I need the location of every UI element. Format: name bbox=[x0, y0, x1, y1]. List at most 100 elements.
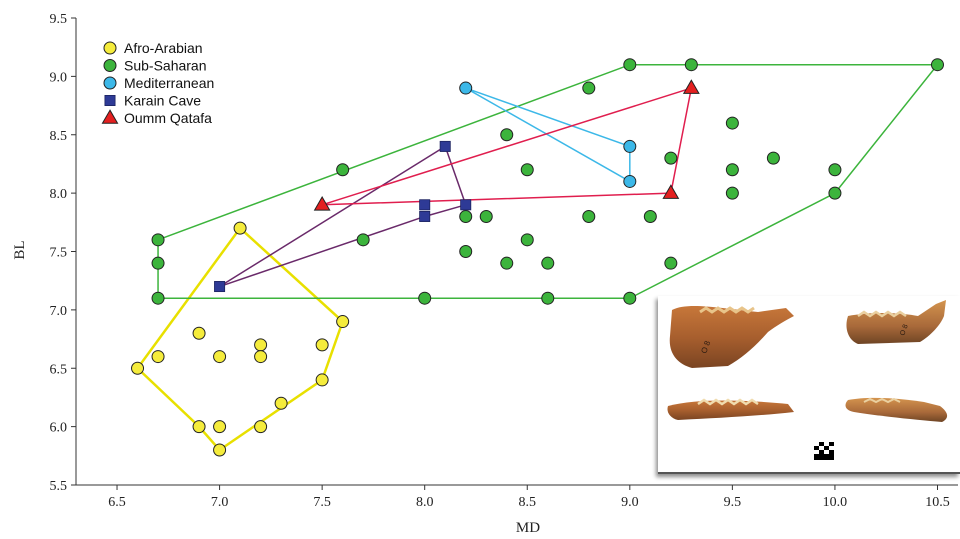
sub-saharan-point bbox=[664, 151, 678, 165]
sub-saharan-point bbox=[151, 291, 165, 305]
afro-arabian-point bbox=[254, 338, 268, 352]
x-tick-label: 10.5 bbox=[925, 495, 950, 510]
sub-saharan-point bbox=[725, 163, 739, 177]
sub-saharan-point bbox=[500, 256, 514, 270]
legend-marker-afro-arabian bbox=[103, 41, 117, 55]
sub-saharan-point bbox=[418, 291, 432, 305]
sub-saharan-point bbox=[725, 186, 739, 200]
mediterranean-point bbox=[623, 174, 637, 188]
afro-arabian-point bbox=[254, 420, 268, 434]
afro-arabian-point bbox=[315, 373, 329, 387]
jaw-specimen-occlusal-left bbox=[667, 398, 794, 420]
legend-label-afro-arabian: Afro-Arabian bbox=[124, 40, 203, 56]
scale-bar-icon bbox=[814, 442, 834, 460]
afro-arabian-point bbox=[233, 221, 247, 235]
sub-saharan-point bbox=[828, 163, 842, 177]
y-tick-label: 9.5 bbox=[50, 12, 68, 27]
x-tick-label: 8.0 bbox=[416, 495, 434, 510]
karain-cave-point bbox=[419, 210, 431, 222]
afro-arabian-point bbox=[151, 350, 165, 364]
sub-saharan-point bbox=[541, 291, 555, 305]
oumm-qatafa-hull-line bbox=[321, 86, 693, 206]
sub-saharan-point bbox=[151, 256, 165, 270]
oumm-qatafa-point bbox=[682, 79, 700, 94]
karain-cave-point bbox=[460, 199, 472, 211]
sub-saharan-point bbox=[520, 163, 534, 177]
y-tick-label: 5.5 bbox=[50, 479, 68, 494]
afro-arabian-point bbox=[274, 396, 288, 410]
mediterranean-point bbox=[623, 139, 637, 153]
y-tick-label: 7.0 bbox=[50, 304, 68, 319]
oumm-qatafa-point bbox=[313, 195, 331, 211]
y-axis-title: BL bbox=[12, 240, 28, 259]
sub-saharan-point bbox=[664, 256, 678, 270]
mediterranean-point bbox=[459, 81, 473, 95]
sub-saharan-point bbox=[479, 209, 493, 223]
y-tick-label: 6.5 bbox=[50, 362, 68, 377]
x-tick-label: 9.0 bbox=[621, 495, 639, 510]
mediterranean-hull-line bbox=[465, 87, 631, 183]
karain-cave-point bbox=[439, 140, 451, 152]
legend-marker-sub-saharan bbox=[103, 59, 117, 72]
jaw-specimen-lateral-left: O 8 bbox=[669, 306, 794, 368]
jaw-specimen-lateral-right: O 8 bbox=[846, 300, 946, 344]
karain-cave-point bbox=[214, 281, 226, 293]
sub-saharan-point bbox=[623, 58, 637, 72]
sub-saharan-point bbox=[828, 186, 842, 200]
y-tick-label: 8.0 bbox=[50, 187, 68, 202]
sub-saharan-point bbox=[356, 233, 370, 247]
afro-arabian-point bbox=[315, 338, 329, 352]
afro-arabian-point bbox=[336, 315, 350, 329]
afro-arabian-point bbox=[254, 350, 268, 364]
sub-saharan-point bbox=[459, 245, 473, 258]
svg-text:O 8: O 8 bbox=[699, 339, 712, 355]
sub-saharan-point bbox=[582, 209, 596, 223]
sub-saharan-point bbox=[766, 151, 780, 165]
legend-marker-oumm-qatafa bbox=[101, 109, 119, 124]
sub-saharan-point bbox=[459, 209, 473, 223]
data-points bbox=[131, 58, 944, 457]
sub-saharan-point bbox=[684, 58, 698, 72]
oumm-qatafa-point bbox=[662, 184, 680, 199]
afro-arabian-point bbox=[192, 326, 206, 340]
svg-text:O 8: O 8 bbox=[899, 324, 909, 337]
y-tick-label: 6.0 bbox=[50, 421, 68, 436]
specimen-photo-inset: O 8 O 8 bbox=[658, 296, 960, 474]
sub-saharan-point bbox=[623, 291, 637, 305]
x-axis-title: MD bbox=[516, 520, 540, 536]
y-tick-label: 7.5 bbox=[50, 246, 68, 261]
jaw-specimen-occlusal-right bbox=[845, 397, 948, 422]
afro-arabian-point bbox=[131, 361, 145, 375]
x-tick-label: 8.5 bbox=[519, 495, 537, 510]
legend-label-karain-cave: Karain Cave bbox=[124, 93, 201, 109]
sub-saharan-point bbox=[582, 81, 596, 95]
x-tick-label: 9.5 bbox=[724, 495, 742, 510]
afro-arabian-hull-line bbox=[136, 226, 345, 452]
y-tick-label: 9.0 bbox=[50, 70, 68, 85]
legend-label-oumm-qatafa: Oumm Qatafa bbox=[124, 110, 212, 126]
sub-saharan-point bbox=[500, 128, 514, 142]
legend-label-sub-saharan: Sub-Saharan bbox=[124, 58, 207, 74]
x-tick-label: 6.5 bbox=[108, 495, 126, 510]
y-tick-label: 8.5 bbox=[50, 129, 68, 144]
sub-saharan-point bbox=[541, 256, 555, 270]
x-tick-label: 10.0 bbox=[823, 495, 848, 510]
afro-arabian-point bbox=[213, 443, 227, 457]
sub-saharan-point bbox=[643, 209, 657, 223]
afro-arabian-point bbox=[213, 420, 227, 434]
karain-cave-point bbox=[419, 199, 431, 211]
sub-saharan-point bbox=[151, 233, 165, 247]
afro-arabian-point bbox=[213, 350, 227, 364]
sub-saharan-point bbox=[725, 116, 739, 130]
sub-saharan-point bbox=[930, 58, 944, 72]
sub-saharan-point bbox=[520, 233, 534, 247]
legend-marker-mediterranean bbox=[103, 76, 117, 90]
legend-marker-karain-cave bbox=[104, 95, 116, 107]
x-tick-label: 7.0 bbox=[211, 495, 229, 510]
afro-arabian-point bbox=[192, 420, 206, 434]
legend-label-mediterranean: Mediterranean bbox=[124, 75, 214, 91]
axes: 6.5 7.0 7.5 8.0 8.5 9.0 9.5 10.0 10.5 5.5 6.0 6.5 7.… bbox=[50, 12, 958, 510]
x-tick-label: 7.5 bbox=[313, 495, 331, 510]
